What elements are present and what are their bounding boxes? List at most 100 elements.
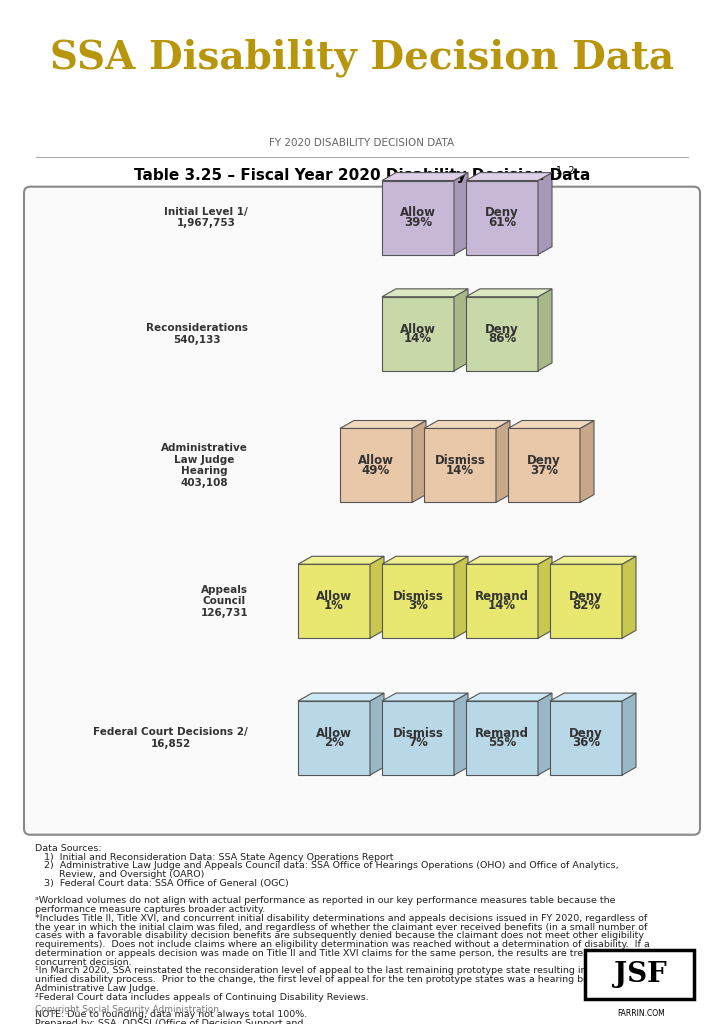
Text: Table 3.25 – Fiscal Year 2020 Disability Decision Data: Table 3.25 – Fiscal Year 2020 Disability…: [134, 168, 590, 183]
Polygon shape: [382, 556, 468, 564]
Text: 14%: 14%: [488, 599, 516, 612]
Text: SSA Disability Decision Data: SSA Disability Decision Data: [50, 38, 674, 77]
Text: concurrent decision.: concurrent decision.: [35, 957, 132, 967]
Polygon shape: [454, 693, 468, 775]
Text: 82%: 82%: [572, 599, 600, 612]
Text: Dismiss: Dismiss: [392, 590, 443, 603]
Text: Initial Level 1/
1,967,753: Initial Level 1/ 1,967,753: [164, 207, 248, 228]
Text: Federal Court Decisions 2/
16,852: Federal Court Decisions 2/ 16,852: [93, 727, 248, 749]
Polygon shape: [622, 556, 636, 638]
Text: Data Sources:: Data Sources:: [35, 844, 101, 853]
Polygon shape: [454, 173, 468, 255]
Polygon shape: [370, 556, 384, 638]
Text: 86%: 86%: [488, 332, 516, 345]
Polygon shape: [496, 421, 510, 503]
Polygon shape: [538, 173, 552, 255]
Polygon shape: [298, 701, 370, 775]
Polygon shape: [340, 421, 426, 428]
Polygon shape: [550, 564, 622, 638]
Polygon shape: [454, 556, 468, 638]
Polygon shape: [382, 173, 468, 180]
Text: Administrative Law Judge.: Administrative Law Judge.: [35, 984, 159, 993]
Text: NOTE: Due to rounding, data may not always total 100%.: NOTE: Due to rounding, data may not alwa…: [35, 1010, 307, 1019]
Text: 7%: 7%: [408, 736, 428, 750]
Text: performance measure captures broader activity.: performance measure captures broader act…: [35, 905, 265, 914]
Text: 37%: 37%: [530, 464, 558, 476]
Polygon shape: [538, 693, 552, 775]
Text: 2)  Administrative Law Judge and Appeals Council data: SSA Office of Hearings Op: 2) Administrative Law Judge and Appeals …: [35, 861, 618, 870]
Polygon shape: [298, 693, 384, 701]
Text: FARRIN.COM: FARRIN.COM: [617, 1009, 665, 1018]
Polygon shape: [466, 297, 538, 371]
Text: 3)  Federal Court data: SSA Office of General (OGC): 3) Federal Court data: SSA Office of Gen…: [35, 879, 289, 888]
Polygon shape: [550, 693, 636, 701]
Text: FY 2020 DISABILITY DECISION DATA: FY 2020 DISABILITY DECISION DATA: [269, 138, 455, 148]
Text: 14%: 14%: [446, 464, 474, 476]
Text: 2%: 2%: [324, 736, 344, 750]
Text: 36%: 36%: [572, 736, 600, 750]
Polygon shape: [466, 693, 552, 701]
Text: Review, and Oversight (OARO): Review, and Oversight (OARO): [35, 870, 204, 880]
Polygon shape: [622, 693, 636, 775]
Text: 61%: 61%: [488, 216, 516, 228]
Text: Copyright Social Security Administration: Copyright Social Security Administration: [35, 1005, 219, 1014]
Text: Deny: Deny: [527, 455, 561, 467]
Polygon shape: [382, 297, 454, 371]
Text: ²Federal Court data includes appeals of Continuing Disability Reviews.: ²Federal Court data includes appeals of …: [35, 992, 369, 1001]
Polygon shape: [382, 289, 468, 297]
Text: Allow: Allow: [400, 323, 436, 336]
Polygon shape: [508, 421, 594, 428]
Polygon shape: [424, 421, 510, 428]
Text: Dismiss: Dismiss: [434, 455, 485, 467]
Text: ¹In March 2020, SSA reinstated the reconsideration level of appeal to the last r: ¹In March 2020, SSA reinstated the recon…: [35, 967, 640, 976]
Polygon shape: [382, 564, 454, 638]
Polygon shape: [550, 701, 622, 775]
Polygon shape: [538, 556, 552, 638]
FancyBboxPatch shape: [24, 186, 700, 835]
Polygon shape: [340, 428, 412, 503]
Text: Prepared by: SSA, ODSSI (Office of Decision Support and: Prepared by: SSA, ODSSI (Office of Decis…: [35, 1019, 303, 1024]
Polygon shape: [466, 564, 538, 638]
Text: Appeals
Council
126,731: Appeals Council 126,731: [201, 585, 248, 617]
Text: 49%: 49%: [362, 464, 390, 476]
Polygon shape: [538, 289, 552, 371]
Polygon shape: [466, 289, 552, 297]
Text: Dismiss: Dismiss: [392, 727, 443, 740]
Text: Allow: Allow: [358, 455, 394, 467]
Polygon shape: [382, 180, 454, 255]
FancyBboxPatch shape: [585, 949, 694, 999]
Polygon shape: [466, 180, 538, 255]
Text: Remand: Remand: [475, 590, 529, 603]
Text: cases with a favorable disability decision benefits are subsequently denied beca: cases with a favorable disability decisi…: [35, 932, 644, 940]
Text: 1, 2: 1, 2: [556, 166, 575, 176]
Polygon shape: [412, 421, 426, 503]
Polygon shape: [424, 428, 496, 503]
Text: Deny: Deny: [569, 590, 603, 603]
Polygon shape: [298, 564, 370, 638]
Text: Deny: Deny: [569, 727, 603, 740]
Polygon shape: [466, 173, 552, 180]
Text: Allow: Allow: [316, 727, 352, 740]
Polygon shape: [550, 556, 636, 564]
Text: Allow: Allow: [316, 590, 352, 603]
Text: *Includes Title II, Title XVI, and concurrent initial disability determinations : *Includes Title II, Title XVI, and concu…: [35, 914, 647, 923]
Polygon shape: [382, 693, 468, 701]
Text: 55%: 55%: [488, 736, 516, 750]
Text: Remand: Remand: [475, 727, 529, 740]
Polygon shape: [466, 701, 538, 775]
Text: JSF: JSF: [615, 962, 667, 988]
Text: 14%: 14%: [404, 332, 432, 345]
Polygon shape: [454, 289, 468, 371]
Text: unified disability process.  Prior to the change, the first level of appeal for : unified disability process. Prior to the…: [35, 975, 623, 984]
Text: the year in which the initial claim was filed, and regardless of whether the cla: the year in which the initial claim was …: [35, 923, 647, 932]
Polygon shape: [466, 556, 552, 564]
Polygon shape: [580, 421, 594, 503]
Text: Allow: Allow: [400, 207, 436, 219]
Text: 3%: 3%: [408, 599, 428, 612]
Text: requirements).  Does not include claims where an eligibility determination was r: requirements). Does not include claims w…: [35, 940, 649, 949]
Text: Deny: Deny: [485, 207, 519, 219]
Text: Reconsiderations
540,133: Reconsiderations 540,133: [146, 323, 248, 345]
Text: Deny: Deny: [485, 323, 519, 336]
Polygon shape: [370, 693, 384, 775]
Text: determination or appeals decision was made on Title II and Title XVI claims for : determination or appeals decision was ma…: [35, 949, 639, 957]
